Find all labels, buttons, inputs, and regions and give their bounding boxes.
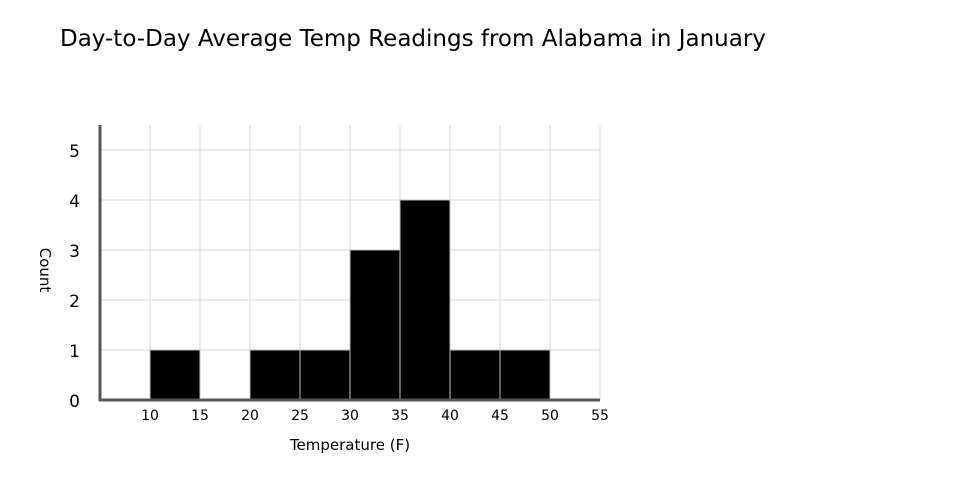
chart-title: Day-to-Day Average Temp Readings from Al…: [60, 26, 766, 52]
y-tick-label: 0: [69, 392, 80, 412]
y-tick-label: 2: [69, 292, 80, 312]
histogram-bar: [149, 349, 201, 401]
x-tick-label: 25: [291, 408, 309, 424]
histogram-bar: [499, 349, 551, 401]
y-tick-labels: 0 1 2 3 4 5: [69, 142, 80, 412]
y-tick-label: 4: [69, 192, 80, 212]
y-tick-label: 3: [69, 242, 80, 262]
axes: [98, 125, 600, 402]
histogram-bar: [449, 349, 501, 401]
x-tick-label: 55: [591, 408, 609, 424]
x-tick-label: 50: [541, 408, 559, 424]
x-tick-label: 10: [141, 408, 159, 424]
x-axis-label: Temperature (F): [289, 436, 410, 454]
histogram-bar: [399, 199, 451, 401]
y-tick-label: 1: [69, 342, 80, 362]
y-axis-label: Count: [36, 248, 54, 293]
x-tick-label: 20: [241, 408, 259, 424]
x-tick-label: 40: [441, 408, 459, 424]
y-tick-label: 5: [69, 142, 80, 162]
x-tick-labels: 10 15 20 25 30 35 40 45 50 55: [141, 408, 609, 424]
x-tick-label: 45: [491, 408, 509, 424]
x-tick-label: 15: [191, 408, 209, 424]
histogram-bar: [349, 249, 401, 401]
histogram-bars: [149, 199, 551, 401]
histogram-bar: [299, 349, 351, 401]
histogram-bar: [249, 349, 301, 401]
x-tick-label: 35: [391, 408, 409, 424]
x-tick-label: 30: [341, 408, 359, 424]
